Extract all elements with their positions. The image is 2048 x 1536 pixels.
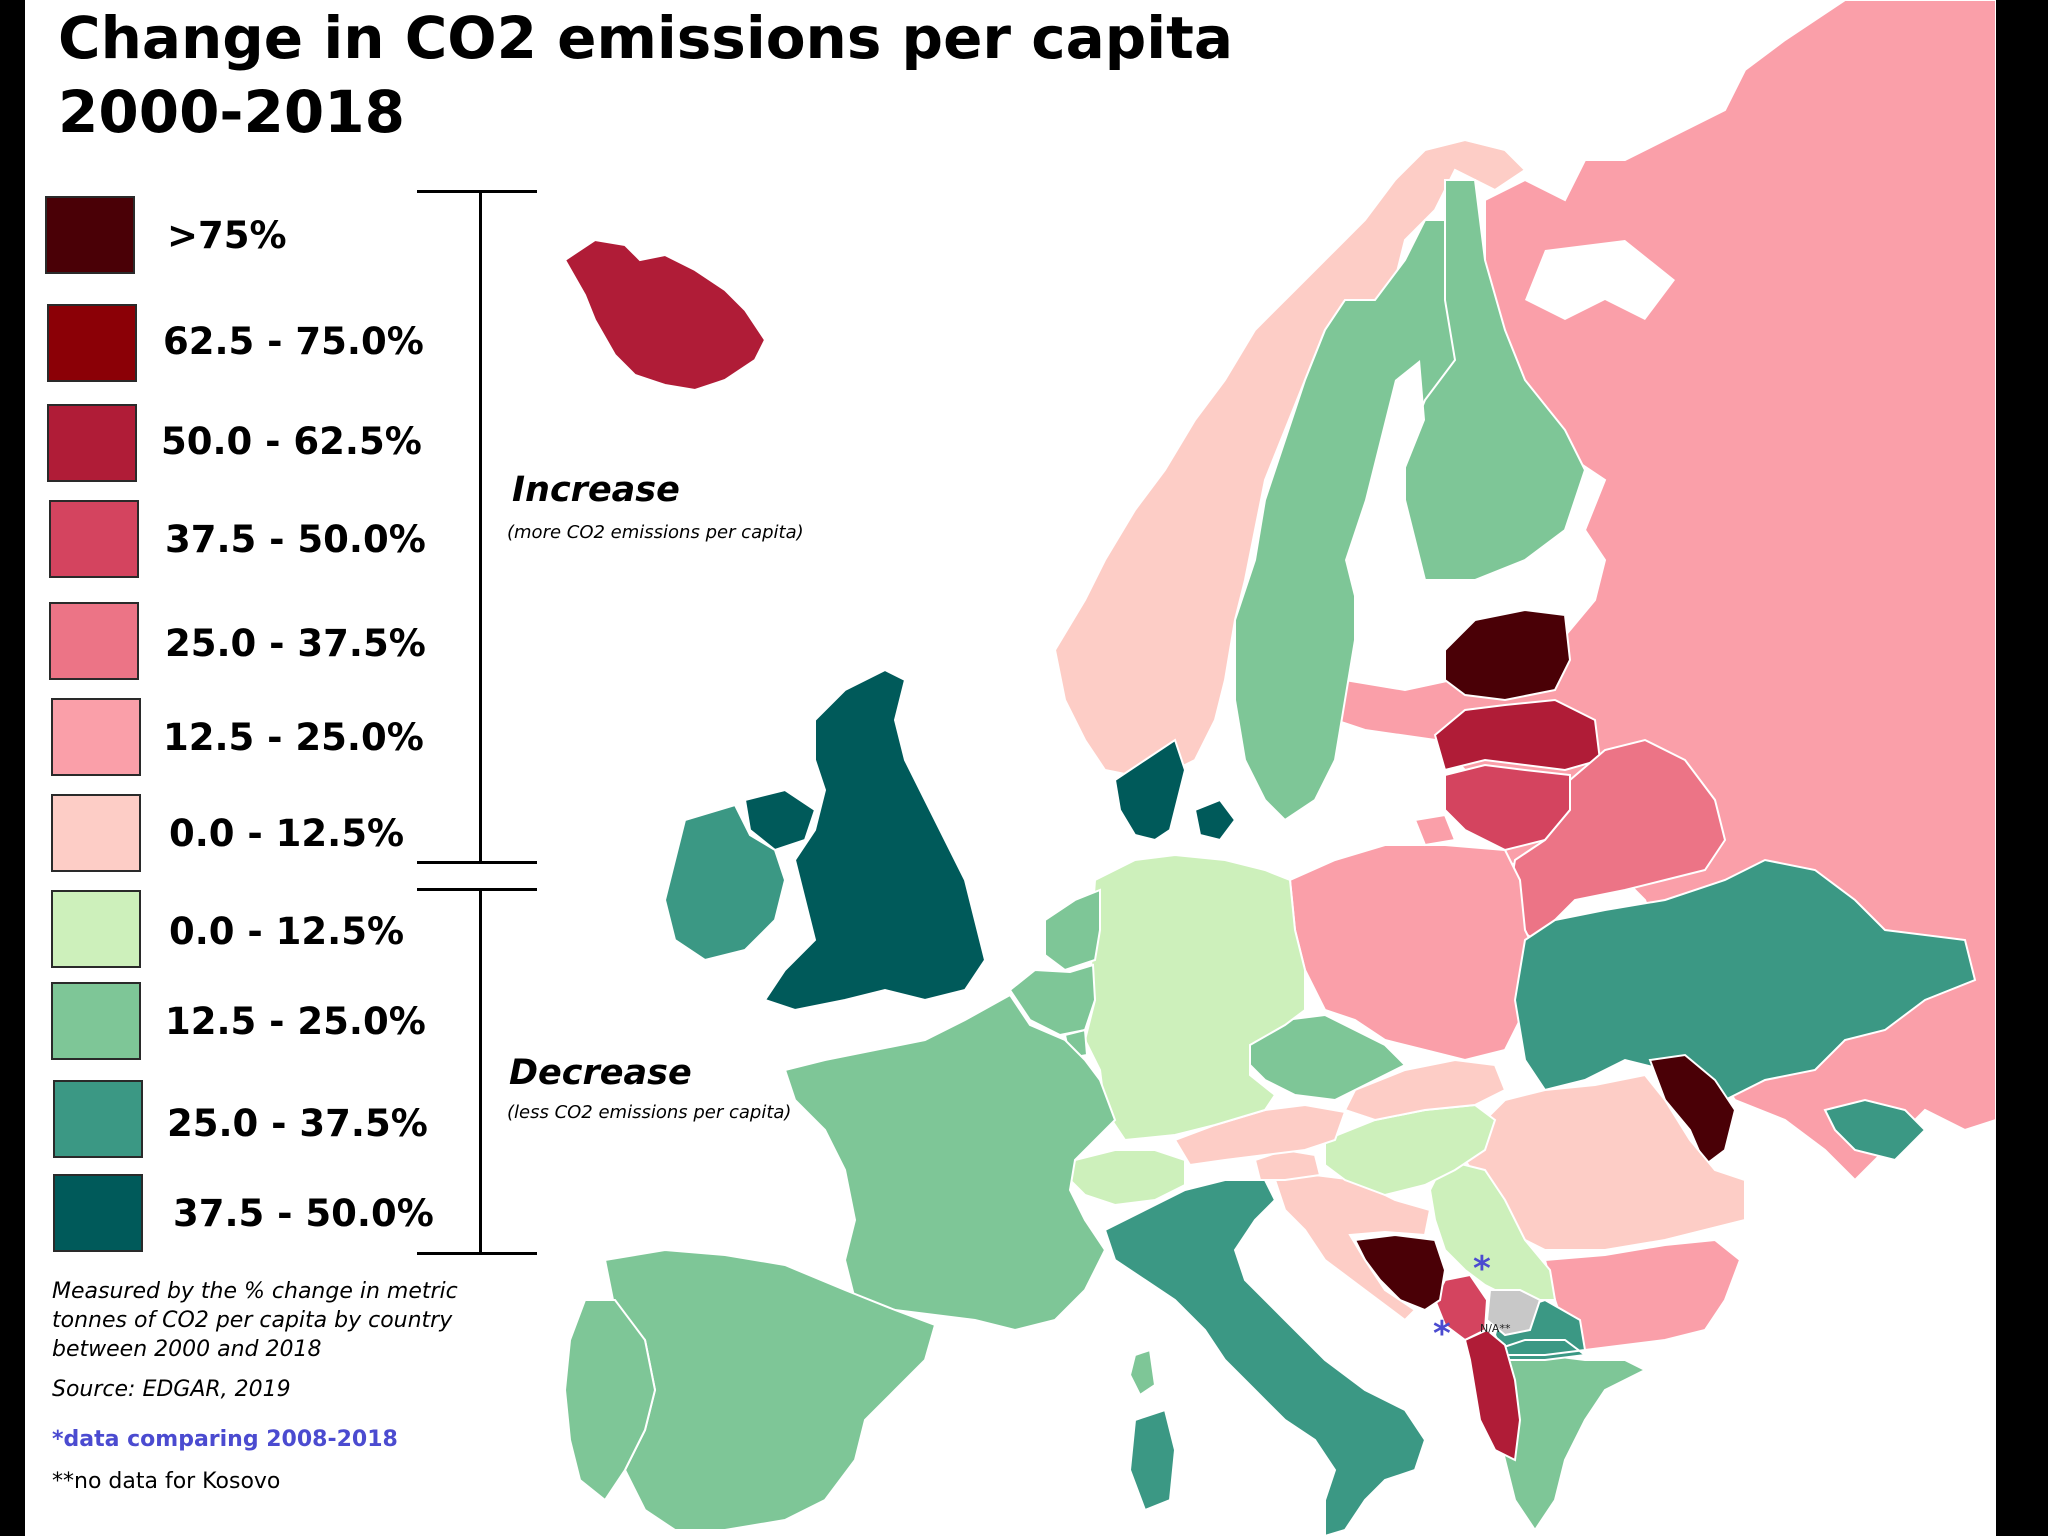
country-switzerland[interactable]	[1068, 1149, 1186, 1207]
legend-swatch	[49, 500, 139, 578]
bracket-bottom	[417, 1252, 537, 1255]
legend-swatch	[53, 1080, 143, 1158]
country-netherlands[interactable]	[1044, 888, 1101, 972]
source-note: Source: EDGAR, 2019	[52, 1377, 291, 1402]
country-ukraine[interactable]	[1513, 858, 1977, 1102]
country-germany[interactable]	[1083, 853, 1306, 1142]
country-kosovo[interactable]	[1485, 1289, 1542, 1337]
legend-label: 37.5 - 50.0%	[165, 518, 426, 561]
country-italy[interactable]	[1103, 1179, 1427, 1536]
kosovo-na-label: N/A**	[1480, 1322, 1511, 1335]
country-belarus[interactable]	[1503, 738, 1727, 942]
island-sardinia	[1128, 1408, 1177, 1512]
legend-label: 25.0 - 37.5%	[167, 1102, 428, 1145]
page-title: Change in CO2 emissions per capita	[58, 4, 1233, 72]
decrease-subheading: (less CO2 emissions per capita)	[507, 1102, 792, 1123]
country-denmark[interactable]	[1113, 738, 1237, 842]
country-czechia[interactable]	[1244, 1013, 1407, 1102]
legend-label: >75%	[167, 214, 287, 257]
bracket-increase-vertical	[479, 190, 482, 863]
bracket-middle-upper	[417, 861, 537, 864]
legend-swatch	[47, 304, 137, 382]
legend-swatch	[45, 196, 135, 274]
serbia-star-marker: *	[1473, 1249, 1491, 1289]
island-corsica	[1128, 1348, 1157, 1397]
kosovo-note: **no data for Kosovo	[52, 1469, 281, 1494]
legend-swatch	[49, 602, 139, 680]
country-norway[interactable]	[1053, 138, 1527, 782]
country-france[interactable]	[783, 993, 1117, 1332]
bracket-decrease-vertical	[479, 888, 482, 1254]
bracket-top	[417, 190, 537, 193]
country-portugal[interactable]	[563, 1299, 657, 1502]
map-panel: Change in CO2 emissions per capita 2000-…	[25, 0, 1996, 1536]
legend-swatch	[51, 890, 141, 968]
country-albania[interactable]	[1463, 1328, 1522, 1462]
montenegro-star-marker: *	[1433, 1314, 1451, 1354]
country-slovakia[interactable]	[1343, 1058, 1507, 1122]
country-belgium[interactable]	[1008, 963, 1097, 1037]
legend-label: 50.0 - 62.5%	[161, 420, 422, 463]
region-northern-ireland	[743, 788, 817, 852]
country-united-kingdom[interactable]	[763, 668, 987, 1012]
europe-map	[563, 0, 1996, 1536]
legend-swatch	[51, 794, 141, 872]
country-moldova[interactable]	[1648, 1053, 1737, 1167]
gulf-of-bothnia	[1345, 360, 1425, 600]
country-finland[interactable]	[1404, 179, 1587, 581]
country-poland[interactable]	[1288, 844, 1547, 1062]
legend-label: 12.5 - 25.0%	[163, 716, 424, 759]
measure-note: Measured by the % change in metric tonne…	[52, 1279, 458, 1362]
region-kaliningrad	[1413, 813, 1457, 847]
country-estonia[interactable]	[1444, 608, 1572, 702]
white-sea	[1525, 240, 1675, 320]
region-crimea	[1823, 1098, 1927, 1162]
country-iceland[interactable]	[563, 238, 767, 392]
legend-swatch	[51, 982, 141, 1060]
legend-label: 62.5 - 75.0%	[163, 320, 424, 363]
increase-heading: Increase	[512, 470, 680, 510]
bracket-middle-lower	[417, 888, 537, 891]
legend-swatch	[53, 1174, 143, 1252]
legend-label: 0.0 - 12.5%	[169, 910, 405, 953]
legend-swatch	[51, 698, 141, 776]
increase-subheading: (more CO2 emissions per capita)	[507, 522, 804, 543]
legend-label: 12.5 - 25.0%	[165, 1000, 426, 1043]
star-note: *data comparing 2008-2018	[52, 1427, 398, 1452]
decrease-heading: Decrease	[509, 1053, 692, 1093]
page-title-years: 2000-2018	[58, 78, 405, 146]
legend-label: 37.5 - 50.0%	[173, 1192, 434, 1235]
legend-label: 0.0 - 12.5%	[169, 812, 405, 855]
country-ireland[interactable]	[663, 803, 787, 962]
legend-label: 25.0 - 37.5%	[165, 622, 426, 665]
legend-swatch	[47, 404, 137, 482]
